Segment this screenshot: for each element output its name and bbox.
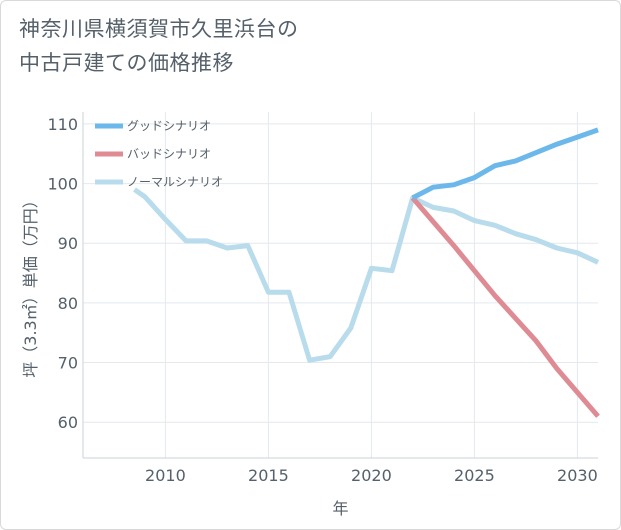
y-tick-label-110: 110: [47, 115, 78, 134]
series-group: [133, 127, 600, 418]
x-tick-label-2015: 2015: [248, 466, 289, 485]
y-tick-label-90: 90: [58, 234, 78, 253]
grid: [83, 112, 598, 458]
y-tick-labels: 60 70 80 90 100 110: [47, 115, 78, 432]
legend-label-2: ノーマルシナリオ: [127, 175, 223, 189]
chart-title: 神奈川県横須賀市久里浜台の 中古戸建ての価格推移: [19, 12, 439, 80]
y-tick-label-70: 70: [58, 354, 78, 373]
x-tick-label-2020: 2020: [351, 466, 392, 485]
x-tick-label-2030: 2030: [557, 466, 598, 485]
chart-title-line1: 神奈川県横須賀市久里浜台の: [19, 17, 299, 41]
series-line-1: [410, 196, 600, 418]
y-tick-label-80: 80: [58, 294, 78, 313]
legend-label-0: グッドシナリオ: [127, 119, 211, 133]
x-tick-label-2010: 2010: [145, 466, 186, 485]
x-axis-label: 年: [332, 499, 348, 518]
x-tick-labels: 2010 2015 2020 2025 2030: [145, 466, 598, 485]
x-tick-label-2025: 2025: [454, 466, 495, 485]
y-axis-label: 坪（3.3㎡）単価（万円）: [21, 192, 40, 377]
y-tick-label-60: 60: [58, 413, 78, 432]
chart-title-line2: 中古戸建ての価格推移: [19, 51, 234, 75]
series-line-0: [411, 127, 599, 201]
legend-label-1: バッドシナリオ: [127, 147, 211, 161]
series-line-2: [133, 187, 600, 363]
y-tick-label-100: 100: [47, 175, 78, 194]
plot-frame: [82, 112, 598, 459]
